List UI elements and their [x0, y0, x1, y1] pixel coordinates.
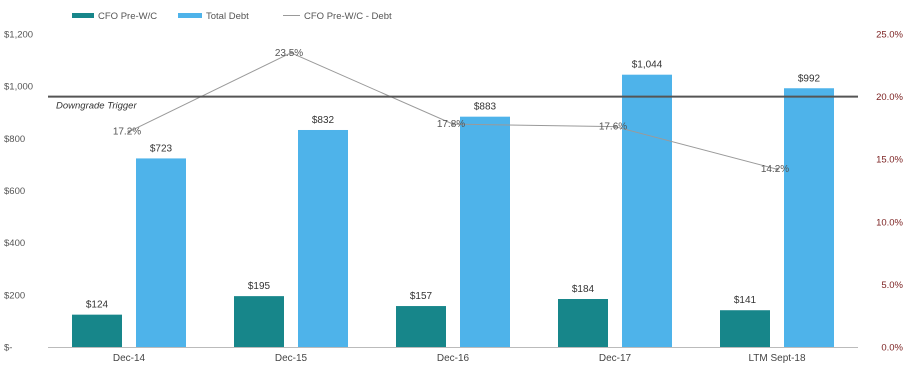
left-tick-label: $1,000 [4, 82, 33, 93]
ratio-line [128, 52, 778, 170]
ratio-point [127, 130, 131, 134]
left-tick-label: $200 [4, 290, 25, 301]
ratio-point [775, 167, 779, 171]
x-tick-label: LTM Sept-18 [748, 353, 805, 364]
legend-label-cfo: CFO Pre-W/C [98, 11, 157, 22]
data-label-debt: $723 [150, 143, 173, 154]
bar-debt [136, 158, 186, 347]
x-tick-label: Dec-14 [113, 353, 146, 364]
ratio-data-label: 17.6% [599, 122, 627, 133]
right-axis: 0.0% 5.0% 10.0% 15.0% 20.0% 25.0% [876, 30, 903, 354]
ratio-data-label: 14.2% [761, 164, 789, 175]
bar-debt [784, 88, 834, 348]
left-tick-label: $1,200 [4, 30, 33, 41]
ratio-point [613, 125, 617, 129]
x-axis: Dec-14 Dec-15 Dec-16 Dec-17 LTM Sept-18 [48, 347, 858, 364]
right-tick-label: 10.0% [876, 217, 903, 228]
right-tick-label: 5.0% [881, 280, 903, 291]
bars: $124 $723 $195 $832 $157 $883 $184 $1,044 $141 $9… [72, 60, 834, 348]
left-axis: $- $200 $400 $600 $800 $1,000 $1,200 [4, 30, 33, 354]
ratio-line-group: 17.2% 23.5% 17.8% 17.6% 14.2% [113, 48, 789, 175]
data-label-cfo: $157 [410, 291, 433, 302]
trigger-label: Downgrade Trigger [56, 101, 137, 112]
left-tick-label: $- [4, 343, 12, 354]
bar-cfo [72, 314, 122, 347]
legend-swatch-debt [178, 13, 202, 18]
left-tick-label: $400 [4, 238, 25, 249]
data-label-cfo: $141 [734, 295, 757, 306]
left-tick-label: $800 [4, 134, 25, 145]
bar-cfo [396, 306, 446, 347]
data-label-debt: $1,044 [632, 60, 663, 71]
data-label-debt: $832 [312, 115, 335, 126]
x-tick-label: Dec-16 [437, 353, 470, 364]
data-label-debt: $992 [798, 73, 821, 84]
ratio-point [451, 122, 455, 126]
bar-cfo [720, 310, 770, 347]
legend-label-debt: Total Debt [206, 11, 249, 22]
legend-label-ratio: CFO Pre-W/C - Debt [304, 11, 392, 22]
right-tick-label: 0.0% [881, 343, 903, 354]
data-label-debt: $883 [474, 102, 497, 113]
right-tick-label: 20.0% [876, 92, 903, 103]
data-label-cfo: $184 [572, 284, 595, 295]
downgrade-trigger: Downgrade Trigger [48, 95, 858, 112]
ratio-data-label: 17.8% [437, 119, 465, 130]
right-tick-label: 15.0% [876, 155, 903, 166]
legend-swatch-cfo [72, 13, 94, 18]
x-tick-label: Dec-15 [275, 353, 308, 364]
bar-debt [622, 74, 672, 347]
data-label-cfo: $124 [86, 300, 109, 311]
bar-debt [460, 116, 510, 347]
left-tick-label: $600 [4, 186, 25, 197]
bar-cfo [558, 299, 608, 347]
bar-cfo [234, 296, 284, 347]
data-label-cfo: $195 [248, 281, 271, 292]
legend: CFO Pre-W/C Total Debt CFO Pre-W/C - Debt [72, 11, 392, 22]
x-tick-label: Dec-17 [599, 353, 632, 364]
bar-debt [298, 129, 348, 347]
right-tick-label: 25.0% [876, 30, 903, 41]
ratio-data-label: 17.2% [113, 127, 141, 138]
ratio-data-label: 23.5% [275, 48, 303, 59]
ratio-point [289, 51, 293, 55]
